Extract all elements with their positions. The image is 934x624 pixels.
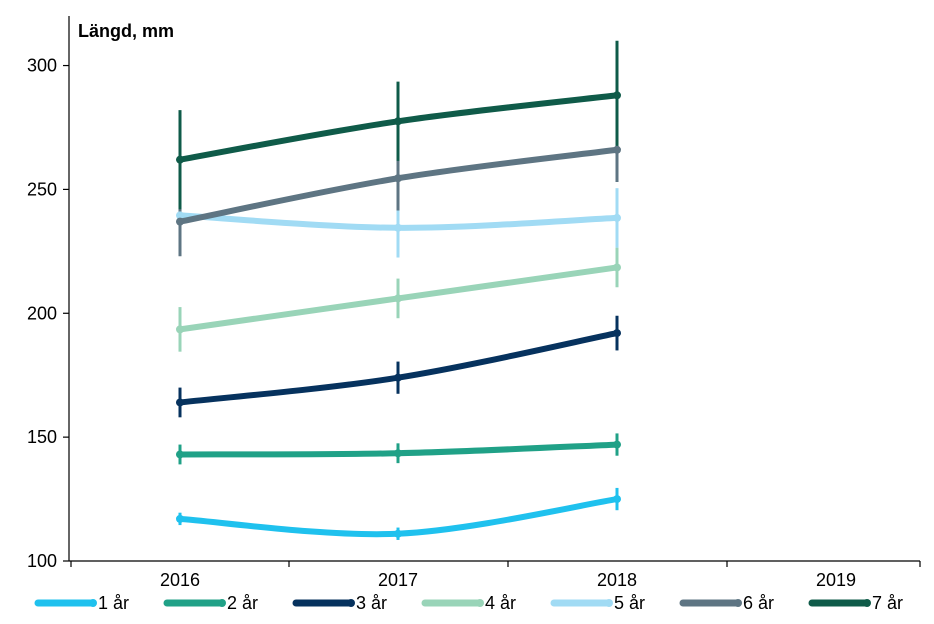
y-axis-ticks: 100 150 200 250 300 bbox=[27, 56, 69, 571]
legend-marker-5 bbox=[605, 599, 613, 607]
x-axis-ticks: 2016 2017 2018 2019 bbox=[70, 561, 921, 590]
data-point-3-2016 bbox=[176, 398, 184, 407]
legend-label-5: 5 år bbox=[614, 593, 645, 613]
data-point-3-2017 bbox=[394, 373, 402, 382]
data-point-7-2018 bbox=[613, 91, 621, 100]
data-point-5-2018 bbox=[613, 213, 621, 222]
data-point-4-2018 bbox=[613, 263, 621, 272]
data-point-5-2017 bbox=[394, 223, 402, 232]
legend-marker-4 bbox=[476, 599, 484, 607]
legend-label-4: 4 år bbox=[485, 593, 516, 613]
x-tick-label: 2017 bbox=[378, 570, 418, 590]
data-point-7-2017 bbox=[394, 117, 402, 126]
legend-label-3: 3 år bbox=[356, 593, 387, 613]
legend-marker-6 bbox=[734, 599, 742, 607]
legend-marker-7 bbox=[863, 599, 871, 607]
data-point-1-2018 bbox=[613, 495, 621, 504]
data-point-4-2016 bbox=[176, 325, 184, 334]
y-tick-label: 250 bbox=[27, 179, 57, 199]
legend-label-1: 1 år bbox=[98, 593, 129, 613]
data-point-2-2016 bbox=[176, 450, 184, 459]
data-point-7-2016 bbox=[176, 155, 184, 164]
data-point-2-2018 bbox=[613, 440, 621, 449]
x-tick-label: 2016 bbox=[160, 570, 200, 590]
legend-label-2: 2 år bbox=[227, 593, 258, 613]
data-point-5-2016 bbox=[176, 211, 184, 220]
data-point-4-2017 bbox=[394, 294, 402, 303]
y-tick-label: 200 bbox=[27, 303, 57, 323]
x-tick-label: 2018 bbox=[597, 570, 637, 590]
data-point-3-2018 bbox=[613, 329, 621, 338]
y-tick-label: 150 bbox=[27, 427, 57, 447]
legend-marker-2 bbox=[218, 599, 226, 607]
x-tick-label: 2019 bbox=[816, 570, 856, 590]
error-bars bbox=[178, 40, 619, 540]
series-lines bbox=[176, 91, 621, 538]
data-point-1-2016 bbox=[176, 514, 184, 523]
data-point-6-2016 bbox=[176, 217, 184, 226]
legend-label-6: 6 år bbox=[743, 593, 774, 613]
y-tick-label: 300 bbox=[27, 56, 57, 76]
legend-marker-1 bbox=[89, 599, 97, 607]
legend-label-7: 7 år bbox=[872, 593, 903, 613]
y-axis-title: Längd, mm bbox=[78, 21, 174, 41]
data-point-6-2018 bbox=[613, 145, 621, 154]
y-tick-label: 100 bbox=[27, 551, 57, 571]
data-point-6-2017 bbox=[394, 174, 402, 183]
data-point-2-2017 bbox=[394, 449, 402, 458]
data-point-1-2017 bbox=[394, 529, 402, 538]
legend: 1 år 2 år 3 år 4 år 5 år 6 år 7 år bbox=[34, 593, 903, 613]
legend-marker-3 bbox=[347, 599, 355, 607]
